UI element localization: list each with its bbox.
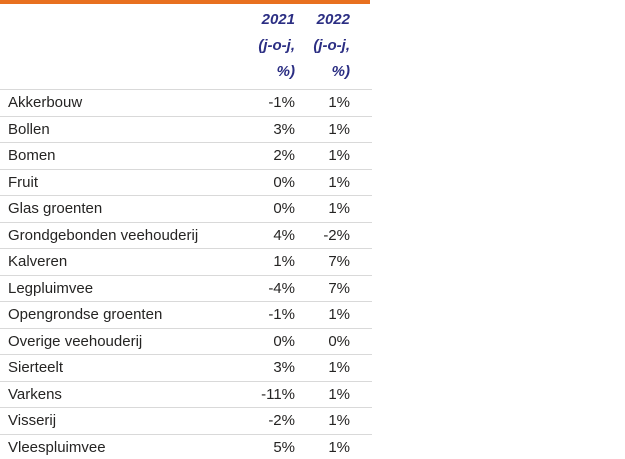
header-line: %) [331, 63, 350, 80]
value-2022: -2% [323, 226, 350, 244]
value-2021: -4% [268, 279, 295, 297]
table-header: 2021 (j-o-j, %) 2022 (j-o-j, %) [0, 4, 372, 90]
value-2021: 1% [273, 253, 295, 271]
header-line: 2021 [261, 11, 295, 28]
column-header-2021: 2021 (j-o-j, %) [230, 7, 295, 85]
row-label: Opengrondse groenten [8, 306, 163, 324]
value-2022: 1% [328, 385, 350, 403]
value-2021: 3% [273, 359, 295, 377]
value-2021: 0% [273, 173, 295, 191]
value-2021: -1% [268, 94, 295, 112]
table-body: Akkerbouw -1% 1% Bollen 3% 1% Bomen 2% 1% Fruit 0%… [0, 90, 372, 459]
value-2021: 2% [273, 147, 295, 165]
table-row: Glas groenten 0% 1% [0, 196, 372, 223]
row-label: Bollen [8, 120, 50, 138]
accent-bar [0, 0, 370, 4]
header-line: %) [276, 63, 295, 80]
table-row: Bollen 3% 1% [0, 117, 372, 143]
row-label: Kalveren [8, 253, 68, 271]
sector-table: 2021 (j-o-j, %) 2022 (j-o-j, %) Akkerbou… [0, 0, 372, 459]
row-label: Visserij [8, 412, 57, 430]
value-2022: 1% [328, 94, 350, 112]
row-label: Overige veehouderij [8, 332, 143, 350]
value-2021: -1% [268, 306, 295, 324]
value-2021: 5% [273, 438, 295, 456]
table-row: Fruit 0% 1% [0, 170, 372, 196]
table-row: Akkerbouw -1% 1% [0, 90, 372, 117]
table-row: Kalveren 1% 7% [0, 249, 372, 276]
row-label: Legpluimvee [8, 279, 94, 297]
header-line: 2022 [316, 11, 350, 28]
table-row: Legpluimvee -4% 7% [0, 276, 372, 302]
value-2022: 7% [328, 253, 350, 271]
table-row: Vleespluimvee 5% 1% [0, 435, 372, 459]
value-2021: -11% [261, 385, 295, 403]
value-2022: 1% [328, 147, 350, 165]
row-label: Bomen [8, 147, 56, 165]
row-label: Fruit [8, 173, 38, 191]
value-2021: 0% [273, 200, 295, 218]
value-2022: 1% [328, 359, 350, 377]
table-row: Sierteelt 3% 1% [0, 355, 372, 382]
value-2022: 1% [328, 173, 350, 191]
row-label: Varkens [8, 385, 62, 403]
row-label: Vleespluimvee [8, 438, 106, 456]
value-2021: -2% [268, 412, 295, 430]
table-row: Bomen 2% 1% [0, 143, 372, 170]
value-2021: 0% [273, 332, 295, 350]
row-label: Glas groenten [8, 200, 103, 218]
value-2022: 1% [328, 306, 350, 324]
table-row: Varkens -11% 1% [0, 382, 372, 408]
table-row: Visserij -2% 1% [0, 408, 372, 435]
value-2022: 1% [328, 200, 350, 218]
row-label: Sierteelt [8, 359, 64, 377]
row-label: Akkerbouw [8, 94, 83, 112]
column-header-2022: 2022 (j-o-j, %) [295, 7, 350, 85]
table-row: Overige veehouderij 0% 0% [0, 329, 372, 355]
value-2021: 3% [273, 120, 295, 138]
value-2022: 0% [328, 332, 350, 350]
value-2022: 1% [328, 438, 350, 456]
table-row: Grondgebonden veehouderij 4% -2% [0, 223, 372, 249]
header-line: (j-o-j, [313, 37, 350, 54]
row-label: Grondgebonden veehouderij [8, 226, 199, 244]
value-2021: 4% [273, 226, 295, 244]
table-row: Opengrondse groenten -1% 1% [0, 302, 372, 329]
value-2022: 1% [328, 120, 350, 138]
value-2022: 1% [328, 412, 350, 430]
value-2022: 7% [328, 279, 350, 297]
header-line: (j-o-j, [258, 37, 295, 54]
